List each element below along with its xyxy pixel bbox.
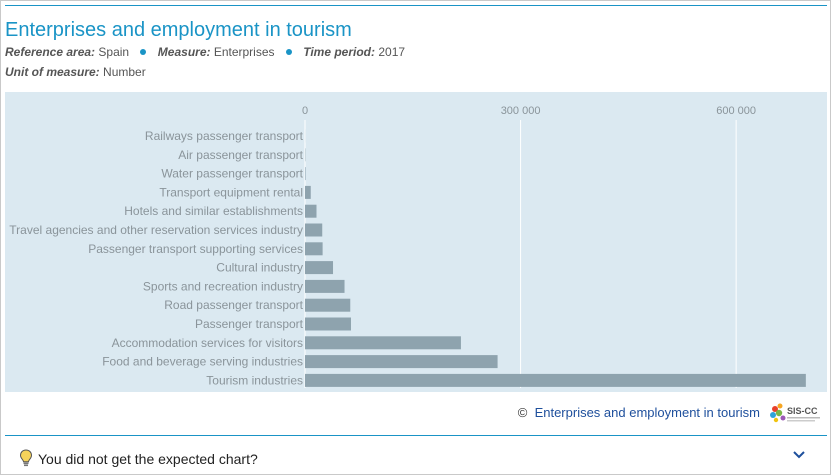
- measure-value: Enterprises: [213, 45, 275, 59]
- feedback-bar[interactable]: You did not get the expected chart?: [5, 437, 827, 473]
- category-label: Cultural industry: [216, 261, 303, 275]
- bar[interactable]: [305, 167, 306, 181]
- category-label: Road passenger transport: [164, 298, 303, 312]
- chart-title: Enterprises and employment in tourism: [5, 19, 352, 41]
- bar-chart: 0 300 000 600 000 Railways passenger transp…: [9, 105, 806, 388]
- category-label: Transport equipment rental: [159, 185, 303, 199]
- time-period-value: 2017: [378, 45, 406, 59]
- svg-text:SIS-CC: SIS-CC: [787, 406, 818, 416]
- x-tick-label: 300 000: [501, 105, 541, 117]
- copyright-symbol: ©: [517, 405, 528, 420]
- bar[interactable]: [305, 355, 498, 369]
- bar[interactable]: [305, 298, 351, 312]
- x-tick-label: 0: [302, 105, 308, 117]
- bar[interactable]: [305, 279, 345, 293]
- bottom-divider: [5, 435, 827, 436]
- bar[interactable]: [305, 261, 334, 275]
- category-label: Passenger transport supporting services: [88, 242, 303, 256]
- category-label: Sports and recreation industry: [143, 279, 303, 293]
- chevron-down-icon[interactable]: [792, 449, 806, 461]
- reference-area-key: Reference area:: [5, 45, 96, 59]
- feedback-label: You did not get the expected chart?: [38, 451, 258, 467]
- category-label: Food and beverage serving industries: [102, 355, 303, 369]
- chart-subtitle: Reference area: Spain Measure: Enterpris…: [5, 45, 405, 59]
- category-label: Hotels and similar establishments: [124, 204, 303, 218]
- source-line: © Enterprises and employment in tourism: [518, 405, 760, 420]
- category-label: Accommodation services for visitors: [112, 336, 303, 350]
- category-label: Railways passenger transport: [145, 129, 304, 143]
- bar[interactable]: [305, 242, 323, 256]
- time-period-key: Time period:: [303, 45, 376, 59]
- top-divider: [5, 5, 827, 6]
- unit-of-measure: Unit of measure: Number: [5, 65, 146, 79]
- unit-value: Number: [103, 65, 146, 79]
- reference-area-value: Spain: [98, 45, 130, 59]
- bar[interactable]: [305, 373, 806, 387]
- bar[interactable]: [305, 336, 461, 350]
- bar[interactable]: [305, 317, 351, 331]
- bar[interactable]: [305, 204, 317, 218]
- separator-dot: [140, 49, 147, 56]
- lightbulb-icon: [19, 449, 33, 467]
- sis-cc-logo: SIS-CC: [770, 403, 820, 423]
- category-label: Travel agencies and other reservation se…: [9, 223, 303, 237]
- source-link[interactable]: Enterprises and employment in tourism: [534, 405, 760, 420]
- category-label: Water passenger transport: [161, 167, 303, 181]
- bar[interactable]: [305, 185, 311, 199]
- unit-key: Unit of measure:: [5, 65, 100, 79]
- measure-key: Measure:: [157, 45, 211, 59]
- category-label: Passenger transport: [195, 317, 304, 331]
- category-label: Tourism industries: [206, 373, 303, 387]
- x-tick-label: 600 000: [716, 105, 756, 117]
- bar[interactable]: [305, 223, 323, 237]
- separator-dot: [285, 49, 292, 56]
- category-label: Air passenger transport: [178, 148, 303, 162]
